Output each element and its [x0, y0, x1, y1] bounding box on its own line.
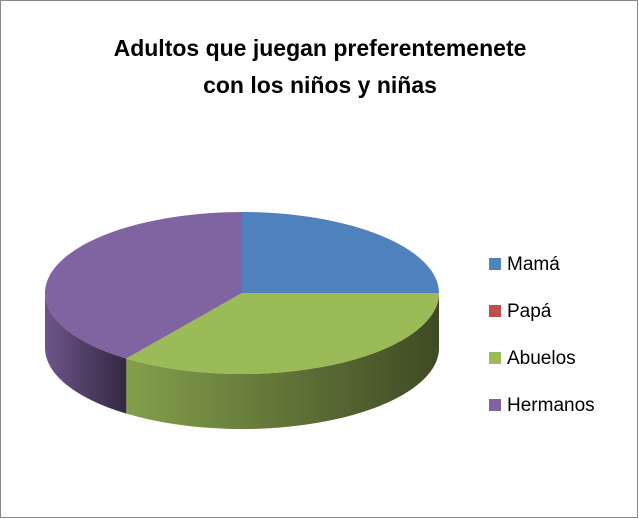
slice — [45, 212, 243, 359]
legend-label: Hermanos — [507, 395, 595, 416]
chart-title: Adultos que juegan preferentemenete con … — [113, 35, 527, 98]
legend-swatch — [489, 352, 501, 364]
legend-swatch — [489, 305, 501, 317]
slice-side-shade — [45, 293, 127, 414]
legend-swatch — [489, 258, 501, 270]
legend-label: Papá — [507, 301, 552, 322]
slice — [242, 212, 439, 293]
legend-swatch — [489, 399, 501, 411]
legend-label: Abuelos — [507, 348, 576, 369]
legend-label: Mamá — [507, 254, 560, 275]
slice — [126, 293, 440, 374]
slice-side-shade — [126, 293, 440, 429]
